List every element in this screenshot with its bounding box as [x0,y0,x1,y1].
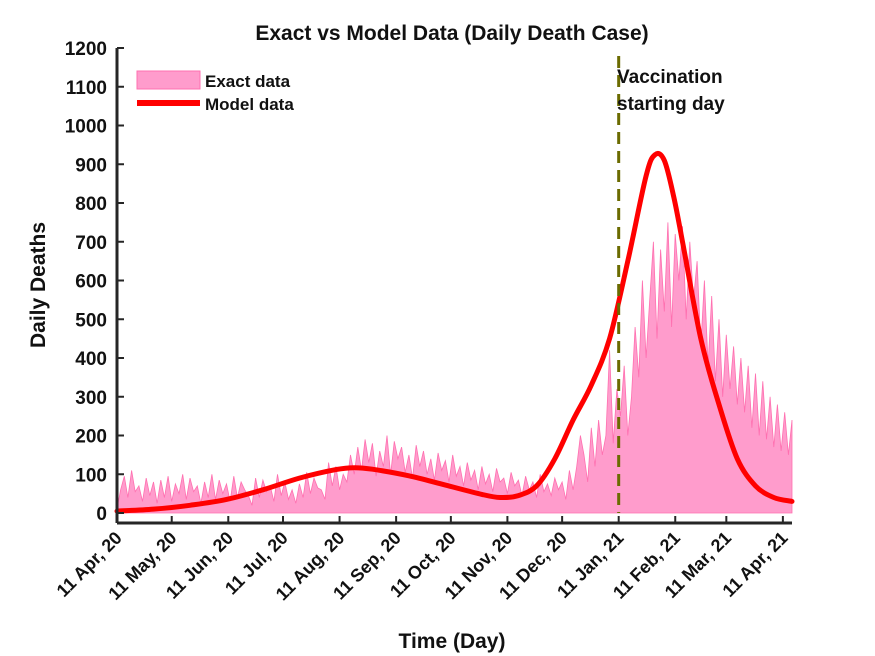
model-data-line-layer [114,150,795,514]
model-data-line [114,150,795,514]
y-tick-label: 700 [75,233,107,254]
y-tick-label: 200 [75,427,107,448]
axes [115,48,792,525]
y-tick-label: 1200 [65,39,107,60]
y-tick-label: 1000 [65,117,107,138]
y-tick-label: 100 [75,465,107,486]
chart-title: Exact vs Model Data (Daily Death Case) [255,22,648,45]
y-tick-label: 0 [96,504,107,525]
y-tick-label: 400 [75,349,107,370]
y-tick-label: 800 [75,194,107,215]
legend-exact-swatch [136,70,201,90]
vaccination-label-line2: starting day [617,94,725,115]
y-tick-label: 1100 [66,78,107,99]
legend-exact-label: Exact data [205,72,291,91]
exact-data-area-layer [116,222,793,514]
y-axis-label: Daily Deaths [27,222,50,348]
x-axis-label: Time (Day) [399,630,506,653]
vaccination-label-line1: Vaccination [617,67,723,88]
legend-model-label: Model data [205,95,294,114]
y-tick-label: 500 [75,310,107,331]
legend: Exact data Model data [136,70,294,114]
y-tick-label: 900 [75,155,107,176]
y-tick-label: 600 [75,272,107,293]
exact-data-area [116,222,793,514]
y-tick-label: 300 [75,388,107,409]
